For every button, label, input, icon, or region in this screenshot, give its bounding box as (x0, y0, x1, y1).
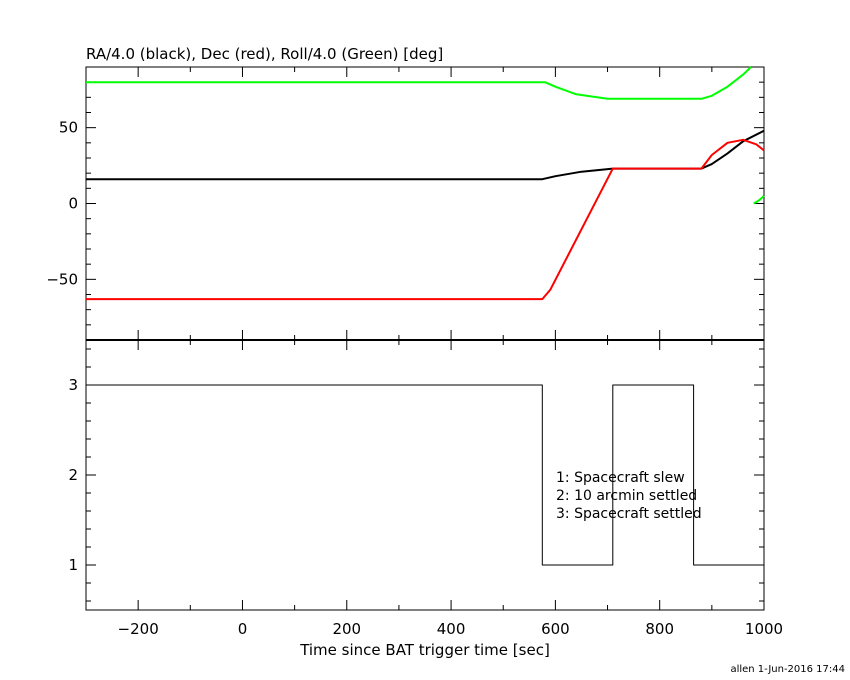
top-panel-series (86, 66, 765, 301)
annotation-settled: 3: Spacecraft settled (556, 506, 702, 522)
x-tick-label: 600 (541, 620, 570, 638)
bottom-y-tick-label: 2 (68, 466, 78, 484)
x-tick-label: 1000 (745, 620, 783, 638)
annotation-10arcmin: 2: 10 arcmin settled (556, 488, 697, 504)
x-axis-label: Time since BAT trigger time [sec] (299, 641, 550, 659)
top-y-tick-label: 0 (68, 195, 78, 213)
top-panel-ticks: −50 0 50 (46, 66, 765, 341)
bottom-panel-ticks: −200 0 200 400 600 800 1000 1 2 3 (68, 340, 783, 638)
x-tick-label: 200 (332, 620, 361, 638)
top-series-line-3 (753, 195, 765, 205)
x-tick-label: 400 (437, 620, 466, 638)
x-tick-label: 800 (645, 620, 674, 638)
bottom-panel-series (86, 384, 764, 566)
x-tick-label: 0 (238, 620, 248, 638)
footer-stamp: allen 1-Jun-2016 17:44 (730, 664, 845, 675)
top-y-tick-label: 50 (59, 119, 78, 137)
x-tick-label: −200 (118, 620, 159, 638)
top-y-tick-label: −50 (46, 270, 78, 288)
top-series-line-0 (86, 129, 765, 181)
bottom-y-tick-label: 3 (68, 376, 78, 394)
top-series-line-2 (86, 66, 752, 100)
bottom-series-line-0 (86, 384, 764, 566)
bottom-y-tick-label: 1 (68, 556, 78, 574)
top-series-line-1 (86, 138, 765, 301)
top-panel-title: RA/4.0 (black), Dec (red), Roll/4.0 (Gre… (86, 45, 443, 63)
annotation-slew: 1: Spacecraft slew (556, 470, 685, 486)
